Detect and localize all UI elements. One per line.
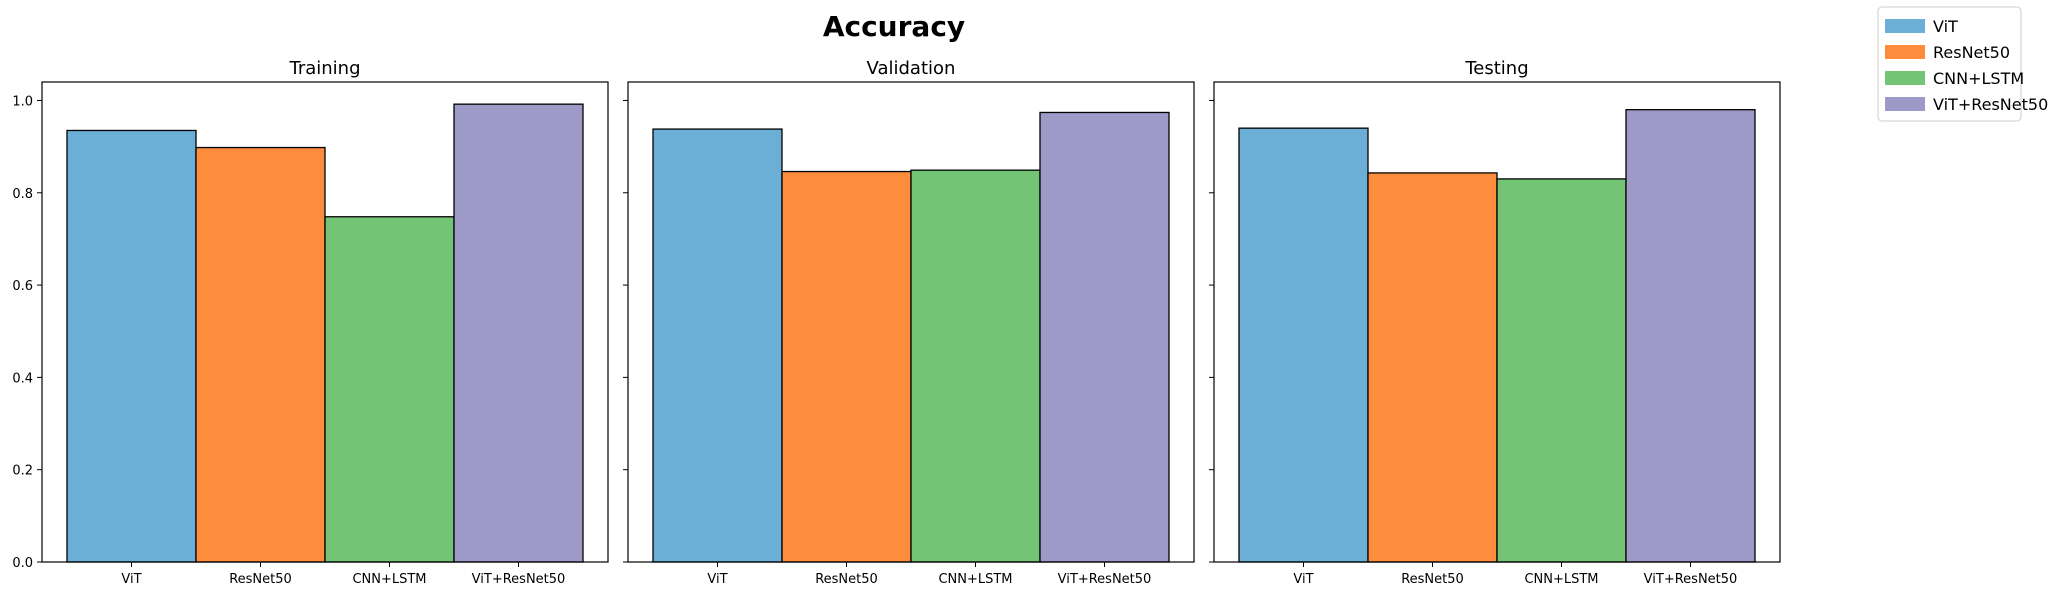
legend-label: ViT — [1933, 17, 1958, 36]
legend-swatch — [1885, 45, 1925, 59]
y-tick-label: 0.0 — [12, 556, 33, 571]
bar-cnn-lstm — [1496, 178, 1627, 563]
subplot-testing: Testing ViT ResNet50 CNN+LSTM ViT+ResNet50 — [1209, 58, 1781, 587]
bar-vit-resnet50 — [1039, 111, 1170, 563]
x-tick-label: ViT+ResNet50 — [472, 572, 566, 587]
plot-frame — [627, 81, 1195, 563]
subplot-training: Training ViT ResNet50 CNN+LSTM ViT+ResNet50 0… — [12, 58, 609, 587]
bar-resnet50 — [1367, 172, 1498, 563]
bar-resnet50 — [781, 170, 912, 563]
bar-vit-resnet50 — [453, 103, 584, 563]
x-tick-label: ViT — [1293, 572, 1313, 587]
bar-vit — [66, 129, 197, 563]
legend-label: CNN+LSTM — [1933, 69, 2024, 88]
x-tick-label: CNN+LSTM — [1524, 572, 1598, 587]
y-tick-label: 1.0 — [12, 94, 33, 109]
legend-swatch — [1885, 19, 1925, 33]
x-tick-label: ResNet50 — [815, 572, 878, 587]
y-tick-label: 0.6 — [12, 279, 33, 294]
legend-swatch — [1885, 97, 1925, 111]
legend-swatch — [1885, 71, 1925, 85]
x-tick-label: ViT+ResNet50 — [1058, 572, 1152, 587]
subplot-title: Testing — [1464, 58, 1528, 79]
x-tick-label: ViT — [121, 572, 141, 587]
bar-vit-resnet50 — [1625, 109, 1756, 563]
legend-label: ResNet50 — [1933, 43, 2010, 62]
x-tick-label: ResNet50 — [1401, 572, 1464, 587]
x-tick-label: ViT+ResNet50 — [1644, 572, 1738, 587]
x-tick-label: ResNet50 — [229, 572, 292, 587]
bar-cnn-lstm — [324, 216, 455, 563]
figure-title: Accuracy — [823, 10, 965, 43]
y-tick-label: 0.2 — [12, 464, 33, 479]
subplot-title: Validation — [867, 58, 956, 79]
y-tick-label: 0.8 — [12, 187, 33, 202]
y-tick-label: 0.4 — [12, 371, 33, 386]
plot-frame — [1213, 81, 1781, 563]
legend-label: ViT+ResNet50 — [1933, 95, 2048, 114]
bar-vit — [652, 128, 783, 563]
subplot-title: Training — [288, 58, 360, 79]
plot-frame — [41, 81, 609, 563]
legend: ViT ResNet50 CNN+LSTM ViT+ResNet50 — [1877, 6, 2048, 122]
subplot-validation: Validation ViT ResNet50 CNN+LSTM ViT+ResNet5… — [623, 58, 1195, 587]
x-tick-label: CNN+LSTM — [938, 572, 1012, 587]
x-tick-label: ViT — [707, 572, 727, 587]
bar-vit — [1238, 127, 1369, 563]
bar-resnet50 — [195, 146, 326, 563]
x-tick-label: CNN+LSTM — [352, 572, 426, 587]
legend-box — [1877, 6, 2022, 122]
bar-cnn-lstm — [910, 169, 1041, 563]
